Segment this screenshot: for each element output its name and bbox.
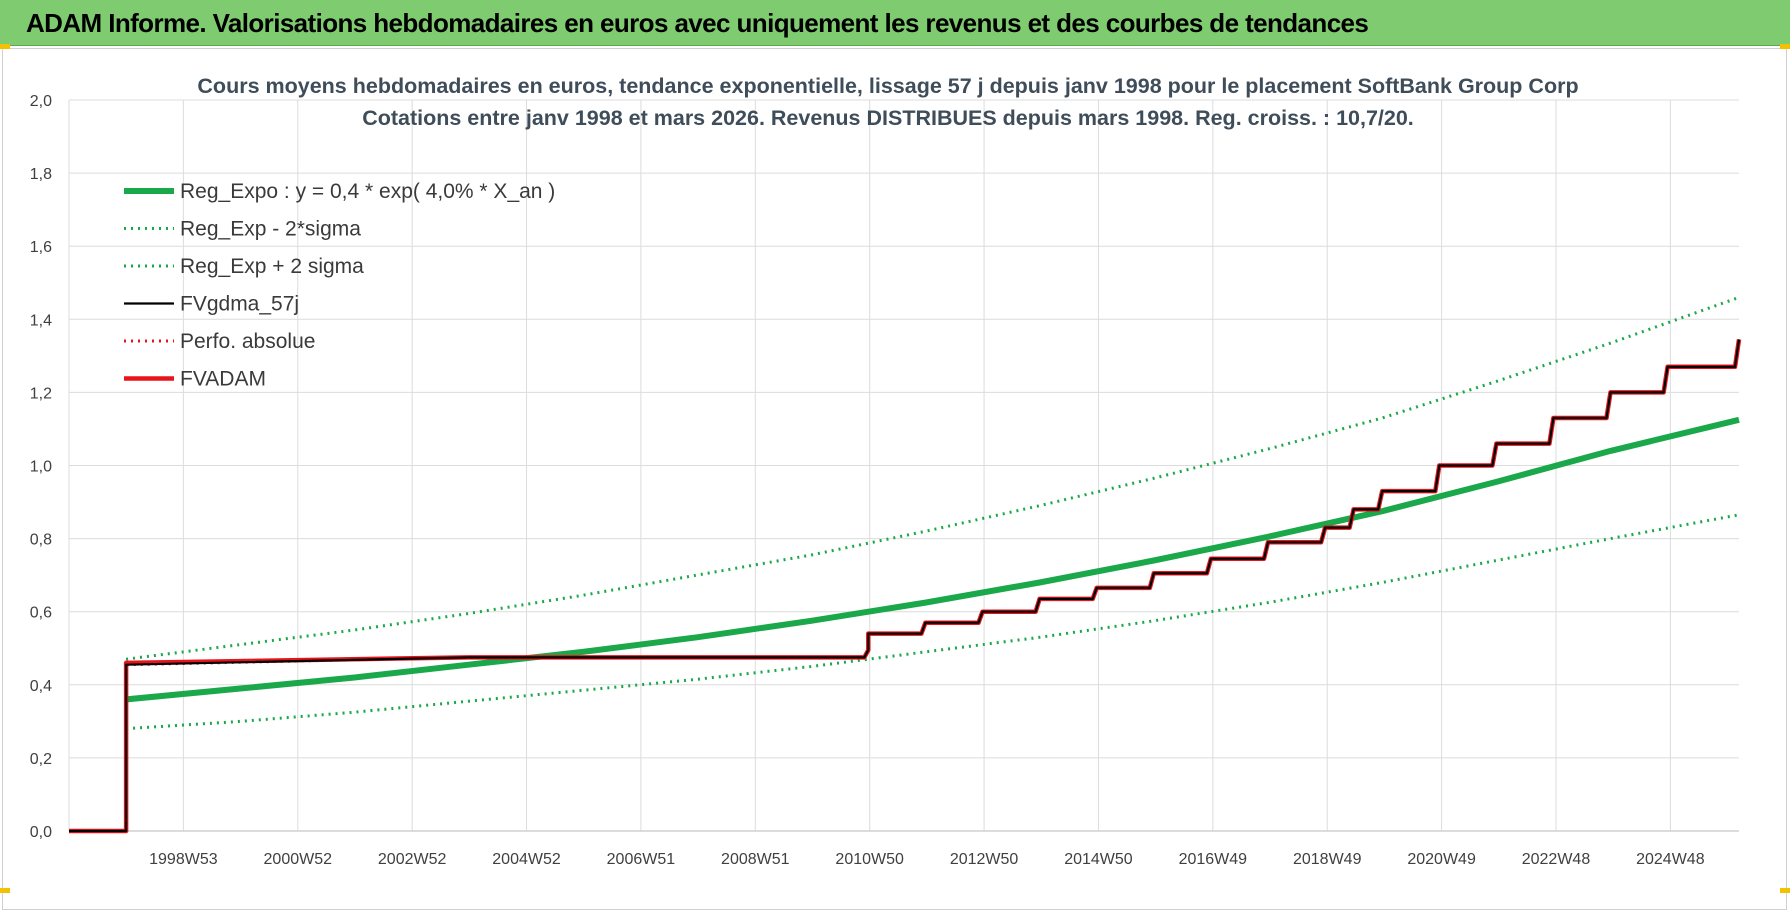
- y-tick-label: 1,2: [30, 385, 52, 402]
- y-tick-label: 1,6: [30, 239, 52, 256]
- x-tick-label: 2010W50: [835, 851, 904, 868]
- x-tick-label: 2016W49: [1179, 851, 1248, 868]
- chart-subtitle: Cotations entre janv 1998 et mars 2026. …: [362, 106, 1414, 130]
- series-line: [125, 416, 1740, 703]
- y-tick-label: 2,0: [30, 93, 52, 110]
- corner-marker: [1780, 888, 1790, 893]
- legend-label: FVgdma_57j: [180, 293, 299, 316]
- series-line: [69, 649, 870, 833]
- x-tick-label: 2006W51: [607, 851, 676, 868]
- x-tick-label: 2024W48: [1636, 851, 1705, 868]
- x-tick-label: 2008W51: [721, 851, 790, 868]
- legend-label: Perfo. absolue: [180, 330, 315, 353]
- y-tick-label: 1,8: [30, 166, 52, 183]
- series-line: [126, 513, 1740, 731]
- legend-label: Reg_Expo : y = 0,4 * exp( 4,0% * X_an ): [180, 180, 555, 203]
- x-tick-label: 2014W50: [1064, 851, 1133, 868]
- y-tick-label: 0,2: [30, 751, 52, 768]
- x-tick-label: 2012W50: [950, 851, 1019, 868]
- x-tick-label: 2000W52: [264, 851, 333, 868]
- legend: Reg_Expo : y = 0,4 * exp( 4,0% * X_an ) R…: [124, 180, 555, 391]
- x-tick-label: 2022W48: [1522, 851, 1591, 868]
- report-banner: ADAM Informe. Valorisations hebdomadaire…: [0, 0, 1790, 46]
- series-line: [69, 339, 1742, 834]
- report-title: ADAM Informe. Valorisations hebdomadaire…: [26, 8, 1369, 38]
- corner-marker: [1780, 44, 1790, 49]
- y-tick-label: 0,4: [30, 678, 52, 695]
- x-tick-label: 2002W52: [378, 851, 447, 868]
- legend-label: FVADAM: [180, 368, 266, 391]
- series-line: [125, 295, 1740, 661]
- corner-marker: [0, 888, 10, 893]
- y-tick-label: 0,6: [30, 605, 52, 622]
- y-tick-label: 1,4: [30, 312, 52, 329]
- legend-label: Reg_Exp - 2*sigma: [180, 218, 361, 241]
- x-tick-label: 2018W49: [1293, 851, 1362, 868]
- legend-label: Reg_Exp + 2 sigma: [180, 255, 364, 278]
- corner-marker: [0, 44, 10, 49]
- axis-ticks: 0,0 0,2 0,4 0,6 0,8 1,0 1,2 1,4 1,6 1,8 2,0 1998W53…: [30, 93, 1705, 868]
- x-tick-label: 2004W52: [492, 851, 561, 868]
- series-lines: [69, 295, 1742, 834]
- x-tick-label: 2020W49: [1407, 851, 1476, 868]
- chart-title: Cours moyens hebdomadaires en euros, ten…: [197, 74, 1578, 98]
- y-tick-label: 1,0: [30, 459, 52, 476]
- y-tick-label: 0,0: [30, 824, 52, 841]
- x-tick-label: 1998W53: [149, 851, 218, 868]
- series-line: [69, 339, 1741, 833]
- grid: [68, 99, 1739, 832]
- y-tick-label: 0,8: [30, 532, 52, 549]
- chart-frame: [2, 48, 1787, 910]
